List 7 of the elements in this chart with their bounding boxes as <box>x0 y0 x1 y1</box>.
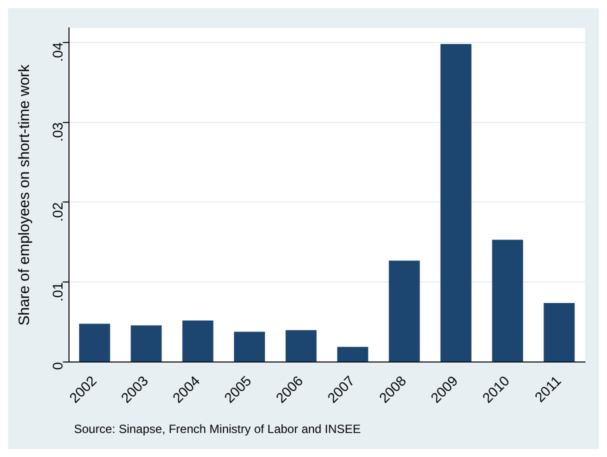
source-note: Source: Sinapse, French Ministry of Labor and INSEE <box>74 422 361 436</box>
y-tick-label: 0 <box>50 362 66 370</box>
y-tick-label: .02 <box>50 202 66 222</box>
y-tick-label: .03 <box>50 122 66 142</box>
y-axis-title: Share of employees on short-time work <box>16 64 34 326</box>
y-tick-label: .01 <box>50 282 66 302</box>
y-tick-label: .04 <box>50 42 66 62</box>
